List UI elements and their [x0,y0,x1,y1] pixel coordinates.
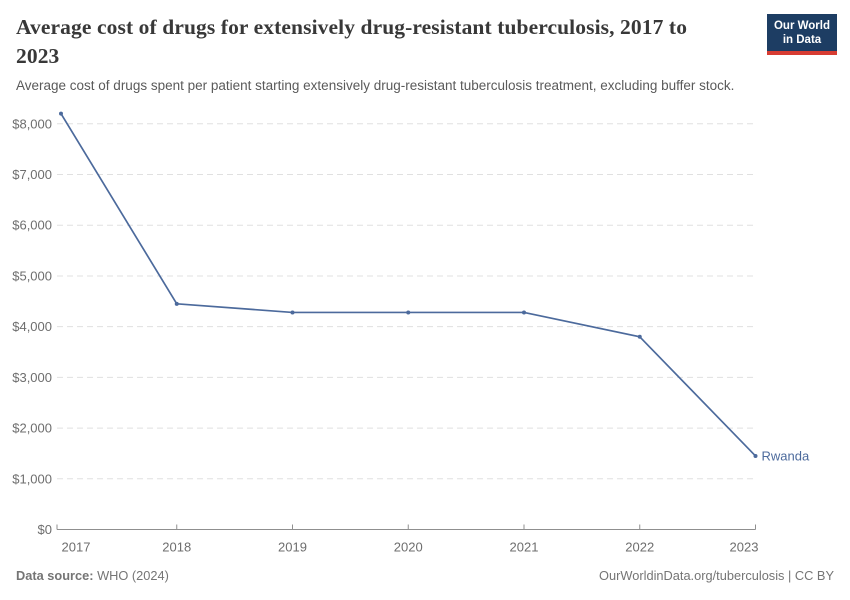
chart-subtitle: Average cost of drugs spent per patient … [16,78,735,93]
data-source: Data source: WHO (2024) [16,568,169,583]
series-label-rwanda: Rwanda [762,448,810,463]
data-point [522,310,526,315]
data-point [637,334,642,339]
data-point [59,111,63,116]
data-point [290,310,295,315]
x-tick-label: 2017 [62,540,91,555]
x-tick-label: 2020 [394,540,423,555]
y-tick-label: $2,000 [12,421,52,436]
data-point [406,310,411,315]
x-tick-label: 2023 [730,540,759,555]
x-tick-label: 2018 [162,540,191,555]
credit-link[interactable]: OurWorldinData.org/tuberculosis | CC BY [599,568,834,583]
y-tick-label: $8,000 [12,116,52,131]
owid-logo-line2: in Data [782,34,822,46]
series-line-rwanda [60,112,757,457]
x-tick-label: 2022 [625,540,654,555]
x-tick-label: 2021 [510,540,539,555]
chart-footer: Data source: WHO (2024) OurWorldinData.o… [16,568,834,583]
owid-logo-line1: Our World [773,20,830,32]
y-tick-label: $3,000 [12,370,52,385]
y-tick-label: $6,000 [12,218,52,233]
y-tick-label: $5,000 [12,268,52,283]
y-tick-label: $1,000 [12,471,52,486]
y-tick-label: $7,000 [12,167,52,182]
data-source-value: WHO (2024) [97,568,169,583]
y-tick-label: $4,000 [12,319,52,334]
x-tick-label: 2019 [278,540,307,555]
chart-title: Average cost of drugs for extensively dr… [16,15,688,68]
data-point [174,301,179,306]
owid-logo: Our World in Data [767,14,837,55]
data-point [753,453,758,458]
y-tick-label: $0 [38,522,52,537]
data-source-label: Data source: [16,568,94,583]
